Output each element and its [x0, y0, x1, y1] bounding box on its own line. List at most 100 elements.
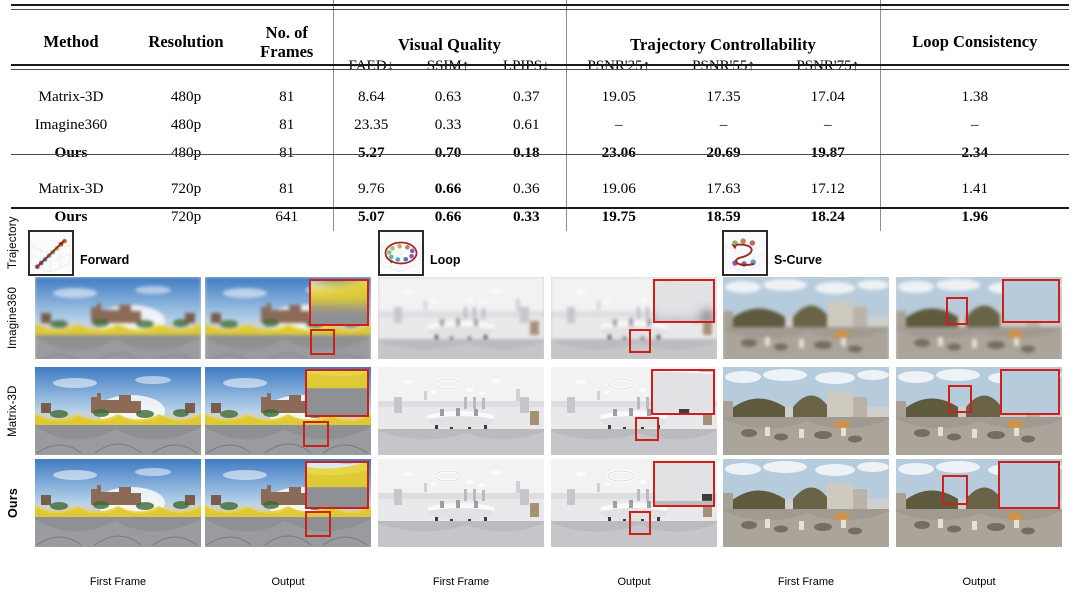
zoom-region-box	[946, 297, 968, 325]
results-table: Method Resolution No. of Frames Visual Q…	[11, 0, 1070, 231]
cell-loop-consistency: 1.38	[879, 83, 1070, 111]
col-header-lpips: LPIPS↓	[502, 58, 550, 74]
col-header-psnr75: PSNR'75↑	[796, 58, 860, 74]
results-table-container: Method Resolution No. of Frames Visual Q…	[0, 0, 1080, 231]
column-caption: Output	[617, 576, 651, 588]
cell-psnr75: 19.87	[810, 144, 845, 162]
cell-method: Matrix-3D	[38, 88, 104, 106]
panorama-panel	[35, 277, 201, 359]
zoom-region-box	[305, 511, 331, 537]
cell-frames: 641	[275, 208, 299, 226]
panorama-panel	[35, 459, 201, 547]
cell-psnr25: 19.06	[565, 175, 672, 203]
cell-psnr25: 23.06	[565, 139, 672, 167]
cell-resolution: 720p	[170, 180, 202, 198]
cell-faed: 23.35	[332, 111, 409, 139]
cell-resolution: 720p	[170, 208, 202, 226]
zoom-inset-crop	[651, 369, 715, 415]
qualitative-figure: Trajectory Forward Loop S-Curv	[0, 214, 1080, 594]
panorama-panel	[723, 459, 889, 547]
panorama-panel	[205, 367, 371, 455]
table-top-rule-2	[11, 9, 1069, 10]
cell-loop-consistency: 2.34	[879, 139, 1070, 167]
zoom-region-box	[948, 385, 972, 413]
cell-psnr55: 20.69	[706, 144, 741, 162]
trajectory-label: Loop	[430, 253, 461, 267]
cell-psnr55: 17.35	[706, 88, 741, 106]
cell-psnr25: 19.05	[565, 83, 672, 111]
zoom-inset-crop	[305, 461, 369, 509]
figure-row-label-matrix-3d: Matrix-3D	[7, 385, 19, 437]
zoom-inset-crop	[309, 279, 369, 326]
panorama-panel	[205, 459, 371, 547]
zoom-inset-crop	[653, 461, 715, 507]
panorama-panel	[378, 367, 544, 455]
cell-ssim: 0.66	[434, 208, 462, 226]
table-row: Matrix-3D 720p 81 9.76 0.66 0.36 19.06 17.63 17.…	[11, 175, 1070, 203]
panorama-panel	[551, 277, 717, 359]
column-caption: First Frame	[432, 576, 490, 588]
table-top-rule	[11, 4, 1069, 6]
column-caption: First Frame	[89, 576, 147, 588]
zoom-inset-crop	[1002, 279, 1060, 323]
cell-ssim: 0.33	[434, 116, 462, 134]
cell-faed: 9.76	[332, 175, 409, 203]
panorama-panel	[896, 459, 1062, 547]
zoom-region-box	[942, 475, 968, 505]
cell-psnr75: 17.04	[810, 88, 845, 106]
panorama-panel	[35, 367, 201, 455]
zoom-inset-crop	[305, 369, 369, 417]
cell-method: Matrix-3D	[38, 180, 104, 198]
col-header-frames: No. of Frames	[241, 0, 333, 83]
cell-psnr75: 18.24	[810, 208, 845, 226]
cell-frames: 81	[279, 180, 295, 198]
zoom-region-box	[629, 511, 651, 535]
cell-ssim: 0.70	[434, 144, 462, 162]
zoom-region-box	[310, 329, 335, 355]
table-header-rule-2	[11, 69, 1069, 70]
trajectory-item-forward: Forward	[28, 230, 129, 276]
cell-lpips: 0.33	[512, 208, 540, 226]
panorama-panel	[723, 277, 889, 359]
table-row: Ours 480p 81 5.27 0.70 0.18 23.06 20.69 19.87 2.3…	[11, 139, 1070, 167]
cell-method: Imagine360	[34, 116, 108, 134]
cell-ssim: 0.66	[434, 180, 462, 198]
trajectory-strip: Trajectory Forward Loop S-Curv	[0, 214, 1080, 276]
zoom-inset-crop	[998, 461, 1060, 509]
cell-method: Ours	[54, 144, 88, 162]
trajectory-label: S-Curve	[774, 253, 822, 267]
zoom-inset-crop	[1000, 369, 1060, 415]
table-mid-rule	[11, 154, 1069, 155]
col-header-frames-line2: Frames	[260, 41, 314, 61]
col-header-psnr55: PSNR'55↑	[692, 58, 755, 74]
table-bottom-rule	[11, 207, 1069, 209]
cell-ssim: 0.63	[434, 88, 462, 106]
panorama-panel	[723, 367, 889, 455]
column-caption: Output	[962, 576, 996, 588]
table-group-spacer	[11, 167, 1070, 175]
col-header-psnr25: PSNR'25↑	[565, 58, 672, 83]
column-caption: First Frame	[777, 576, 835, 588]
panorama-panel	[896, 277, 1062, 359]
cell-lpips: 0.61	[512, 116, 540, 134]
panorama-panel	[896, 367, 1062, 455]
cell-resolution: 480p	[170, 116, 202, 134]
cell-lpips: 0.37	[512, 88, 540, 106]
col-header-faed: FAED↓	[332, 58, 409, 83]
cell-lpips: 0.18	[512, 144, 540, 162]
zoom-region-box	[635, 417, 659, 441]
results-table-body: Matrix-3D 480p 81 8.64 0.63 0.37 19.05 17.35 17.…	[11, 83, 1070, 231]
column-caption: Output	[271, 576, 305, 588]
trajectory-item-s-curve: S-Curve	[722, 230, 822, 276]
cell-psnr25: –	[565, 111, 672, 139]
table-header-rule	[11, 64, 1069, 66]
col-header-loop-consistency: Loop Consistency	[879, 0, 1070, 83]
zoom-inset-crop	[653, 279, 715, 323]
cell-psnr75: –	[823, 116, 832, 134]
panorama-panel	[551, 459, 717, 547]
cell-frames: 81	[279, 116, 295, 134]
zoom-region-box	[629, 329, 651, 353]
col-header-ssim: SSIM↑	[426, 58, 470, 74]
panorama-panel	[378, 277, 544, 359]
table-row: Imagine360 480p 81 23.35 0.33 0.61 – – – –	[11, 111, 1070, 139]
